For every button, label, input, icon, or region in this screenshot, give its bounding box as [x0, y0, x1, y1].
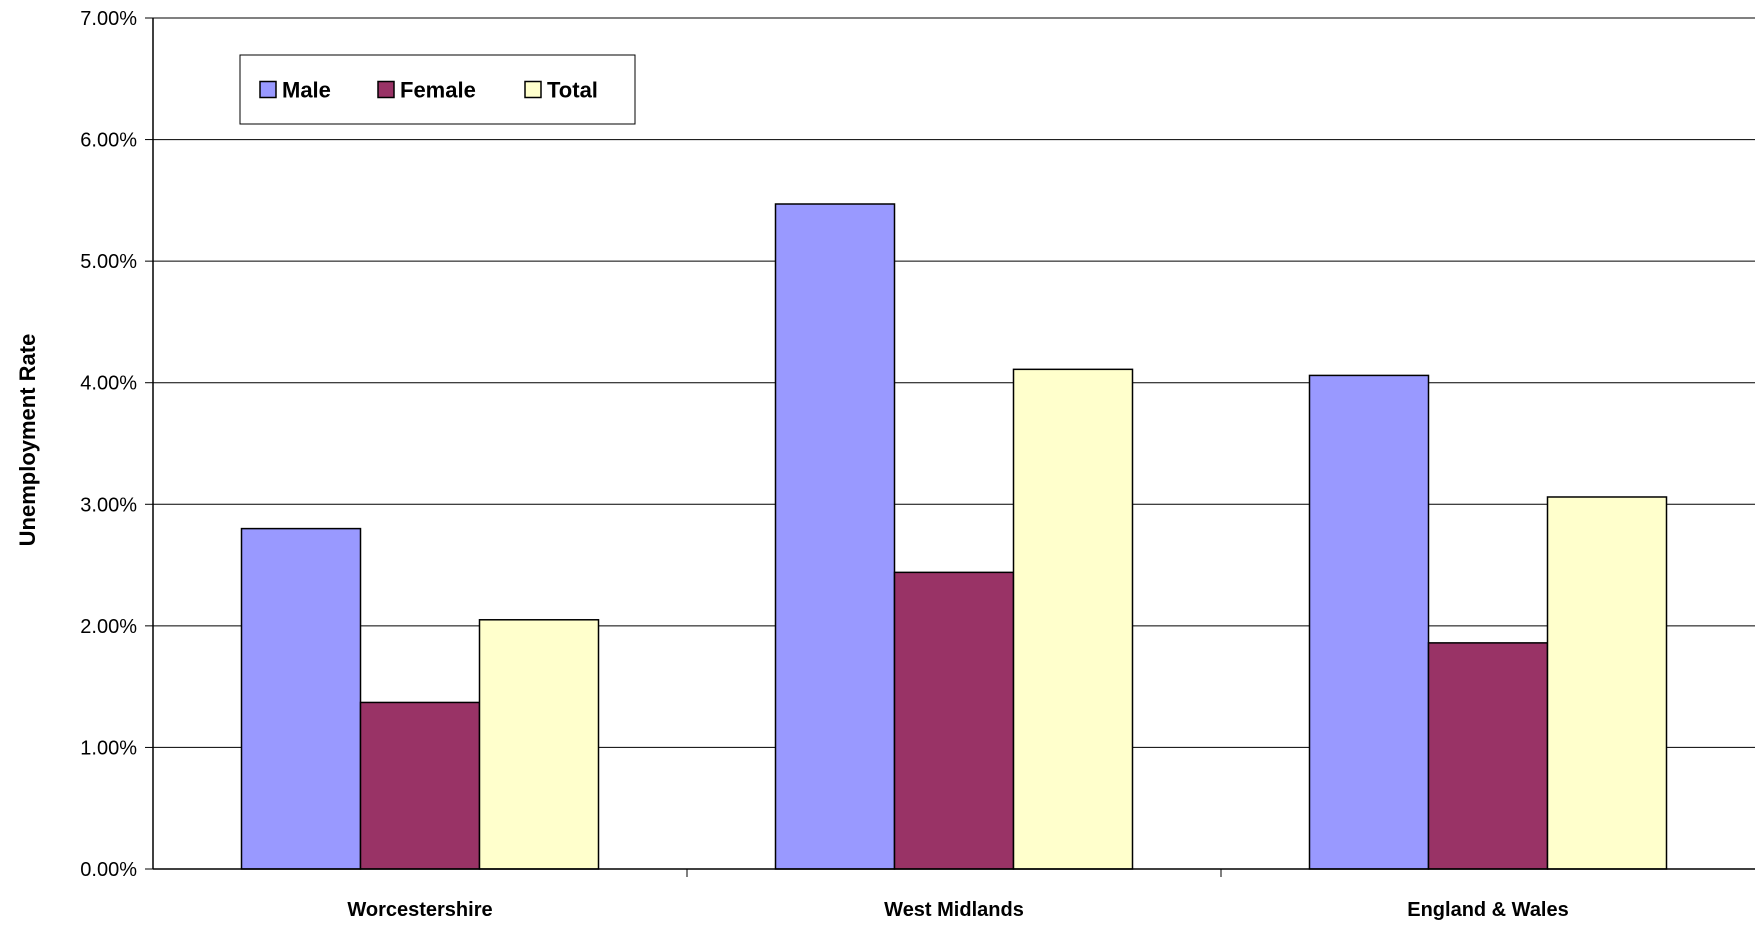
- bar-male-worcestershire: [240, 527, 362, 870]
- legend-label-male: Male: [282, 78, 331, 103]
- y-tick-labels: 0.00% 1.00% 2.00% 3.00% 4.00% 5.00% 6.00% 7.00%: [80, 8, 137, 881]
- bar-female-west-midlands: [893, 571, 1015, 870]
- gridlines: [153, 17, 1755, 748]
- bars: [240, 203, 1668, 870]
- y-tick-label: 7.00%: [80, 8, 137, 30]
- legend-box: [239, 54, 636, 125]
- y-tick-label: 6.00%: [80, 130, 137, 152]
- x-category-label: West Midlands: [884, 899, 1024, 921]
- y-tick-label: 3.00%: [80, 494, 137, 516]
- bar-total-england-wales: [1546, 496, 1668, 870]
- y-tick-label: 0.00%: [80, 859, 137, 881]
- y-tick-label: 5.00%: [80, 251, 137, 273]
- bar-total-worcestershire: [478, 619, 600, 870]
- x-category-label: England & Wales: [1407, 899, 1569, 921]
- legend: Male Female Total: [239, 54, 636, 125]
- legend-swatch-total: [524, 80, 542, 99]
- bar-female-england-wales: [1427, 642, 1549, 870]
- axes: [145, 17, 1755, 877]
- bar-male-england-wales: [1308, 374, 1430, 870]
- y-tick-label: 2.00%: [80, 616, 137, 638]
- legend-swatch-male: [259, 80, 277, 99]
- legend-swatch-female: [377, 80, 395, 99]
- legend-label-female: Female: [400, 78, 476, 103]
- bar-male-west-midlands: [774, 203, 896, 870]
- legend-label-total: Total: [547, 78, 598, 103]
- y-axis-title: Unemployment Rate: [15, 334, 40, 547]
- bar-total-west-midlands: [1012, 368, 1134, 870]
- bar-female-worcestershire: [359, 701, 481, 870]
- x-category-label: Worcestershire: [347, 899, 492, 921]
- y-tick-label: 1.00%: [80, 737, 137, 759]
- x-category-labels: Worcestershire West Midlands England & Wal…: [347, 899, 1568, 921]
- y-tick-label: 4.00%: [80, 373, 137, 395]
